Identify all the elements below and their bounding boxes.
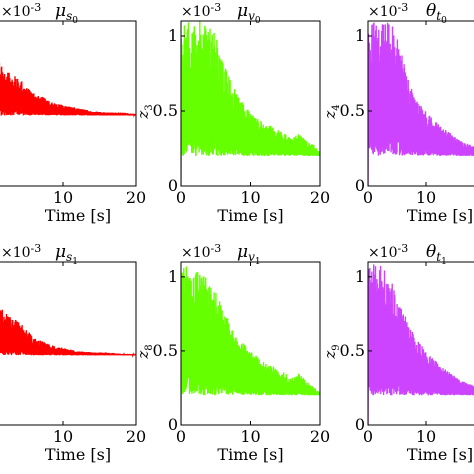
signal-line bbox=[181, 266, 320, 425]
y-tick-label: 0 bbox=[355, 176, 365, 195]
exponent-label: ×10-3 bbox=[181, 242, 221, 261]
title-subscript: v bbox=[248, 250, 255, 264]
panel-title: μs0 bbox=[55, 1, 78, 26]
y-tick-label: 0.5 bbox=[340, 341, 365, 360]
y-tick-label: 0 bbox=[168, 176, 178, 195]
y-tick-label: 1 bbox=[355, 267, 365, 286]
title-subsubscript: 1 bbox=[72, 257, 78, 267]
x-tick-label: 0 bbox=[363, 427, 373, 446]
exponent-label: ×10-3 bbox=[1, 1, 41, 20]
y-tick-label: 0.5 bbox=[340, 101, 365, 120]
y-tick-label: 0 bbox=[168, 415, 178, 434]
x-tick-label: 10 bbox=[53, 427, 73, 446]
panel-1: 10 20 Time [s] ×10-3 μs0 bbox=[0, 1, 146, 225]
exponent-power: -3 bbox=[398, 1, 409, 14]
y-tick-label: 1 bbox=[168, 26, 178, 45]
title-subscript: v bbox=[248, 9, 255, 23]
y-tick-label: 0 bbox=[355, 415, 365, 434]
y-axis-label: z3 bbox=[134, 104, 155, 119]
x-tick-label: 10 bbox=[53, 188, 73, 207]
x-axis-label: Time [s] bbox=[407, 206, 473, 225]
title-subscript: t bbox=[436, 250, 441, 264]
exponent-label: ×10-3 bbox=[181, 1, 221, 20]
title-subscript: t bbox=[436, 9, 441, 23]
panel-title: μv1 bbox=[237, 242, 261, 267]
panel-title: θt0 bbox=[426, 1, 447, 26]
panel-5: 0 10 20 0 0.5 1 Time [s] ×10-3 μv1 z8 bbox=[134, 242, 330, 464]
exponent-power: -3 bbox=[31, 242, 42, 255]
x-tick-label: 20 bbox=[126, 427, 146, 446]
y-axis-label: z4 bbox=[321, 104, 342, 119]
title-subscript: s bbox=[66, 9, 72, 23]
panel-title: μs1 bbox=[55, 242, 78, 267]
x-tick-label: 20 bbox=[310, 188, 330, 207]
signal-line bbox=[181, 21, 320, 186]
x-axis-label: Time [s] bbox=[217, 206, 283, 225]
x-tick-label: 10 bbox=[416, 188, 436, 207]
title-subsubscript: 0 bbox=[72, 16, 78, 26]
x-tick-label: 10 bbox=[240, 188, 260, 207]
exponent-power: -3 bbox=[398, 242, 409, 255]
exponent-power: -3 bbox=[211, 1, 222, 14]
x-axis-label: Time [s] bbox=[45, 445, 111, 464]
x-tick-label: 0 bbox=[363, 188, 373, 207]
y-axis-label-subscript: 3 bbox=[144, 104, 155, 110]
y-axis-label-subscript: 4 bbox=[331, 104, 342, 110]
title-subsubscript: 0 bbox=[441, 16, 447, 26]
y-tick-label: 0.5 bbox=[153, 341, 178, 360]
x-axis-label: Time [s] bbox=[407, 445, 473, 464]
title-subsubscript: 1 bbox=[255, 257, 261, 267]
x-axis-label: Time [s] bbox=[217, 445, 283, 464]
exponent-power: -3 bbox=[211, 242, 222, 255]
x-tick-label: 0 bbox=[176, 427, 186, 446]
title-subsubscript: 0 bbox=[255, 16, 261, 26]
x-tick-label: 20 bbox=[126, 188, 146, 207]
exponent-label: ×10-3 bbox=[1, 242, 41, 261]
panel-title: μv0 bbox=[237, 1, 261, 26]
signal-line bbox=[368, 22, 474, 186]
panel-title: θt1 bbox=[426, 242, 447, 267]
signal-line bbox=[0, 309, 136, 358]
x-axis-label: Time [s] bbox=[45, 206, 111, 225]
exponent-label: ×10-3 bbox=[368, 1, 408, 20]
exponent-label: ×10-3 bbox=[368, 242, 408, 261]
y-axis-label: z9 bbox=[321, 344, 342, 359]
x-tick-label: 0 bbox=[176, 188, 186, 207]
y-axis-label-subscript: 8 bbox=[144, 344, 155, 350]
signal-line bbox=[368, 264, 474, 425]
y-axis-label-subscript: 9 bbox=[331, 344, 342, 350]
panel-4: 10 20 Time [s] ×10-3 μs1 bbox=[0, 242, 146, 464]
x-tick-label: 10 bbox=[416, 427, 436, 446]
title-subsubscript: 1 bbox=[441, 257, 447, 267]
exponent-power: -3 bbox=[31, 1, 42, 14]
y-tick-label: 1 bbox=[355, 26, 365, 45]
signal-line bbox=[0, 62, 136, 118]
y-axis-label: z8 bbox=[134, 344, 155, 359]
title-subscript: s bbox=[66, 250, 72, 264]
x-tick-label: 10 bbox=[240, 427, 260, 446]
panel-2: 0 10 20 0 0.5 1 Time [s] ×10-3 μv0 z3 bbox=[134, 1, 330, 225]
x-tick-label: 20 bbox=[310, 427, 330, 446]
y-tick-label: 0.5 bbox=[153, 101, 178, 120]
y-tick-label: 1 bbox=[168, 267, 178, 286]
